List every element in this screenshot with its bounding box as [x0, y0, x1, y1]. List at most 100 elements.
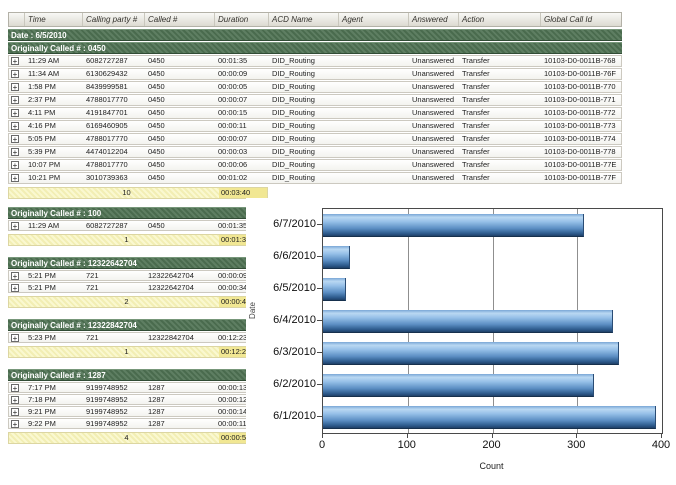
chart-x-tick-label: 300 — [567, 439, 586, 451]
chart-bar — [323, 310, 613, 333]
date-group-band: Date : 6/5/2010 — [8, 29, 622, 41]
cell-time: 5:23 PM — [28, 333, 56, 342]
cell-called: 0450 — [148, 147, 165, 156]
call-row: + 11:29 AM 6082727287 0450 00:01:35 — [8, 220, 268, 231]
cell-called: 12322642704 — [148, 271, 194, 280]
call-row: + 5:23 PM 721 12322842704 00:12:23 — [8, 332, 268, 343]
group-rows: + 5:21 PM 721 12322642704 00:00:09 + 5:2… — [8, 270, 268, 293]
expand-row-button[interactable]: + — [11, 283, 19, 293]
expand-row-button[interactable]: + — [11, 174, 19, 183]
summary-count: 1 — [124, 235, 129, 244]
summary-total-duration: 00:12:23 — [219, 347, 267, 357]
cell-agent — [339, 95, 409, 105]
expand-row-button[interactable]: + — [11, 122, 19, 131]
expand-row-button[interactable]: + — [11, 70, 19, 79]
expand-row-button[interactable]: + — [11, 221, 19, 231]
cell-calling-party: 9199748952 — [86, 395, 128, 404]
expand-row-button[interactable]: + — [11, 383, 19, 393]
cell-acd-name: DID_Routing — [272, 108, 315, 117]
call-row: + 5:21 PM 721 12322642704 00:00:09 — [8, 270, 268, 281]
cell-time: 4:16 PM — [28, 121, 56, 130]
chart-y-tick-label: 6/1/2010 — [273, 410, 316, 422]
group-summary-row: 4 00:00:50 — [8, 432, 268, 444]
expand-row-button[interactable]: + — [11, 109, 19, 118]
cell-time: 4:11 PM — [28, 108, 56, 117]
summary-count: 4 — [124, 433, 129, 442]
cell-duration: 00:00:15 — [218, 108, 248, 117]
cell-answered: Unanswered — [412, 108, 455, 117]
cell-called: 12322842704 — [148, 333, 194, 342]
call-row: + 9:22 PM 9199748952 1287 00:00:11 — [8, 418, 268, 429]
group-header-band: Originally Called # : 100 — [8, 207, 268, 219]
cell-time: 7:18 PM — [28, 395, 56, 404]
chart-x-axis-title: Count — [479, 461, 504, 471]
cell-called: 0450 — [148, 173, 165, 182]
cell-duration: 00:00:09 — [218, 271, 248, 280]
expand-row-button[interactable]: + — [11, 96, 19, 105]
cell-calling-party: 4474012204 — [86, 147, 128, 156]
call-group: Originally Called # : 1287 + 7:17 PM 919… — [8, 369, 268, 444]
group-rows: + 7:17 PM 9199748952 1287 00:00:13 + 7:1… — [8, 382, 268, 429]
chart-y-tick — [317, 224, 322, 225]
cell-answered: Unanswered — [412, 82, 455, 91]
cell-global-call-id: 10103-D0-0011B-768 — [544, 56, 616, 65]
cell-global-call-id: 10103-D0-0011B-778 — [544, 147, 616, 156]
expand-row-button[interactable]: + — [11, 395, 19, 405]
expand-row-button[interactable]: + — [11, 333, 19, 343]
summary-total-duration: 00:00:50 — [219, 433, 267, 443]
cell-acd-name: DID_Routing — [272, 173, 315, 182]
cell-duration: 00:00:07 — [218, 134, 248, 143]
cell-agent — [339, 147, 409, 157]
call-group: Originally Called # : 100 + 11:29 AM 608… — [8, 207, 268, 246]
chart-y-tick-label: 6/4/2010 — [273, 314, 316, 326]
calls-by-date-chart: Date 6/7/2010 6/6/2010 6/5/2010 6/4/2010 6/3… — [246, 198, 676, 485]
call-row: + 11:34 AM 6130629432 0450 00:00:09 DID_… — [8, 68, 622, 80]
cell-acd-name: DID_Routing — [272, 134, 315, 143]
chart-y-tick — [317, 384, 322, 385]
group-header-label: Originally Called # : 12322842704 — [11, 321, 137, 330]
expand-row-button[interactable]: + — [11, 271, 19, 281]
cell-calling-party: 6130629432 — [86, 69, 128, 78]
group-rows: + 11:29 AM 6082727287 0450 00:01:35 — [8, 220, 268, 231]
expand-row-button[interactable]: + — [11, 161, 19, 170]
cell-action: Transfer — [462, 173, 490, 182]
cell-calling-party: 4788017770 — [86, 95, 128, 104]
cell-duration: 00:00:05 — [218, 82, 248, 91]
call-group: Originally Called # : 12322842704 + 5:23… — [8, 319, 268, 358]
expand-row-button[interactable]: + — [11, 57, 19, 66]
expand-row-button[interactable]: + — [11, 148, 19, 157]
cell-acd-name: DID_Routing — [272, 121, 315, 130]
expand-row-button[interactable]: + — [11, 407, 19, 417]
call-row: + 7:18 PM 9199748952 1287 00:00:12 — [8, 394, 268, 405]
cell-called: 1287 — [148, 395, 165, 404]
chart-y-tick-label: 6/7/2010 — [273, 218, 316, 230]
chart-y-tick — [317, 320, 322, 321]
group-summary-row: 10 00:03:40 — [8, 187, 268, 199]
chart-x-tick-label: 400 — [651, 439, 671, 451]
group-header-band: Originally Called # : 12322642704 — [8, 257, 268, 269]
cell-time: 5:05 PM — [28, 134, 56, 143]
chart-y-tick-label: 6/2/2010 — [273, 378, 316, 390]
summary-total-duration: 00:00:43 — [219, 297, 267, 307]
cell-global-call-id: 10103-D0-0011B-771 — [544, 95, 616, 104]
group-header-label: Originally Called # : 100 — [11, 209, 102, 218]
cell-global-call-id: 10103-D0-0011B-77E — [544, 160, 617, 169]
chart-plot-area — [322, 208, 663, 434]
cell-answered: Unanswered — [412, 95, 455, 104]
cell-calling-party: 4788017770 — [86, 134, 128, 143]
cell-duration: 00:01:02 — [218, 173, 248, 182]
cell-called: 0450 — [148, 221, 165, 230]
cell-called: 1287 — [148, 407, 165, 416]
expand-row-button[interactable]: + — [11, 83, 19, 92]
expand-row-button[interactable]: + — [11, 135, 19, 144]
cell-time: 2:37 PM — [28, 95, 56, 104]
cell-time: 1:58 PM — [28, 82, 56, 91]
cell-called: 0450 — [148, 95, 165, 104]
cell-global-call-id: 10103-D0-0011B-773 — [544, 121, 616, 130]
cell-global-call-id: 10103-D0-0011B-76F — [544, 69, 616, 78]
summary-total-duration: 00:01:35 — [219, 235, 267, 245]
expand-row-button[interactable]: + — [11, 419, 19, 429]
cell-duration: 00:00:11 — [218, 419, 247, 428]
cell-time: 5:39 PM — [28, 147, 56, 156]
